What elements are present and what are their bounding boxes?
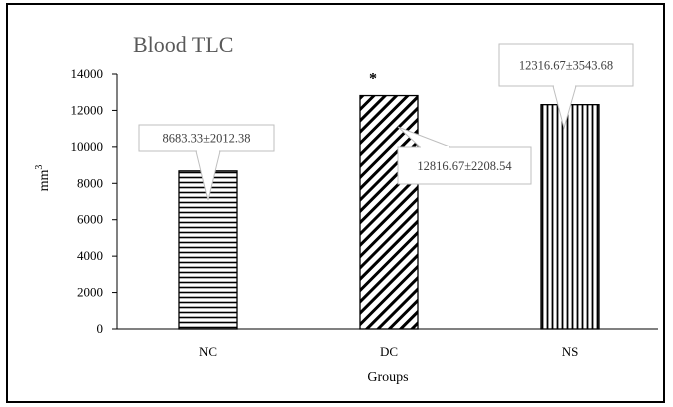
y-axis-unit-superscript: 3 [34,165,45,170]
x-axis-label: Groups [367,370,408,385]
y-axis-ticks: 0 2000 4000 6000 8000 10000 12000 14000 [71,66,117,336]
callout-ns: 12316.67±3543.68 [498,43,634,130]
x-tick-label: DC [380,344,398,359]
y-tick-label: 8000 [77,175,103,190]
y-axis-unit: mm [37,170,52,192]
callout-box [397,146,532,185]
y-tick-label: 6000 [77,212,103,227]
callout-nc: 8683.33±2012.38 [138,124,275,201]
x-tick-label: NS [562,344,579,359]
y-tick-label: 12000 [71,102,104,117]
callout-dc: 12816.67±2208.54 [397,126,532,185]
callout-label: 12816.67±2208.54 [417,159,512,173]
chart-title: Blood TLC [133,32,233,57]
callout-label: 8683.33±2012.38 [162,132,250,146]
value-callouts: 8683.33±2012.38 12816.67±2208.54 12316.67±… [138,43,634,201]
y-tick-label: 14000 [71,66,104,81]
y-tick-label: 2000 [77,285,103,300]
x-tick-label: NC [199,344,217,359]
bar-ns [540,104,600,330]
bars: * [178,71,600,330]
y-axis-label: mm3 [34,165,52,192]
y-tick-label: 10000 [71,139,104,154]
x-axis-ticks: NC DC NS [199,344,578,359]
y-tick-label: 0 [97,321,104,336]
callout-label: 12316.67±3543.68 [519,59,613,73]
bar-dc [359,94,419,330]
significance-marker: * [369,71,377,88]
y-tick-label: 4000 [77,248,103,263]
